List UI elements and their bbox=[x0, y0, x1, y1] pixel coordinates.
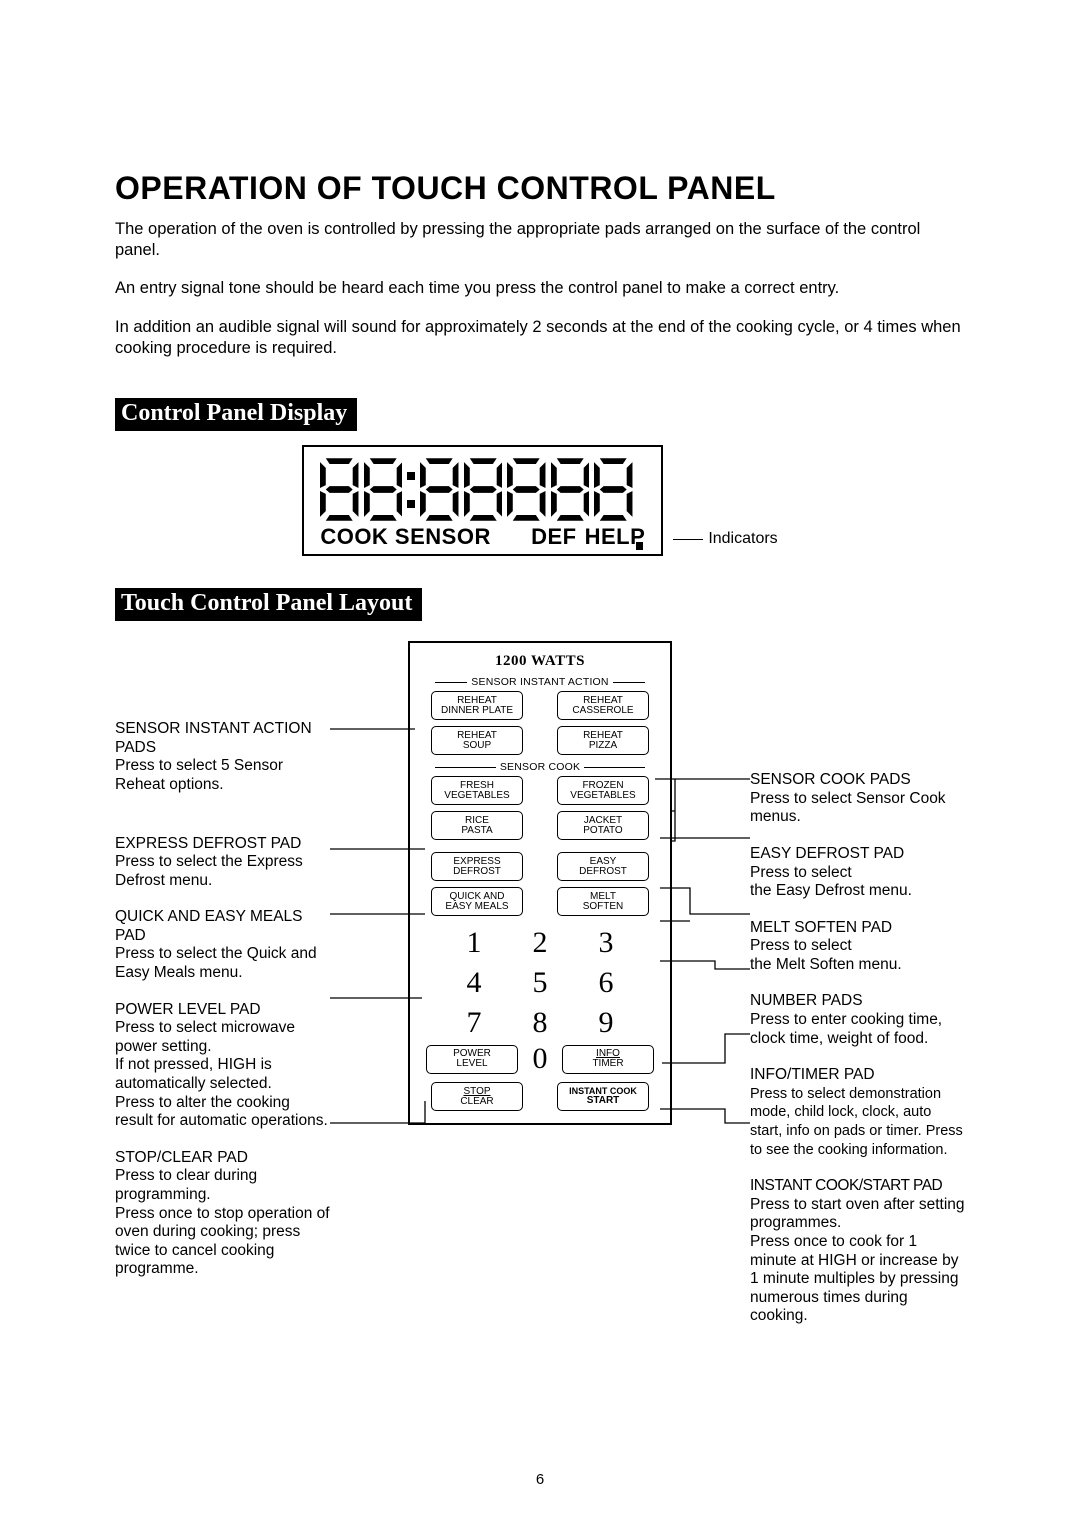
page-number: 6 bbox=[536, 1471, 544, 1488]
digit-icon bbox=[420, 457, 458, 522]
callout-sensor-instant-action: SENSOR INSTANT ACTION PADS Press to sele… bbox=[115, 720, 330, 794]
callout-sensor-cook: SENSOR COOK PADS Press to select Sensor … bbox=[750, 771, 965, 827]
digit-icon bbox=[464, 457, 502, 522]
callout-instant-cook-start: INSTANT COOK/START PAD Press to start ov… bbox=[750, 1177, 965, 1326]
callout-stop-clear: STOP/CLEAR PAD Press to clear during pro… bbox=[115, 1149, 330, 1279]
section-layout-heading: Touch Control Panel Layout bbox=[115, 588, 422, 621]
number-6[interactable]: 6 bbox=[599, 966, 614, 1000]
pad-melt-soften[interactable]: MELTSOFTEN bbox=[557, 887, 649, 916]
callout-express-defrost: EXPRESS DEFROST PAD Press to select the … bbox=[115, 835, 330, 891]
number-3[interactable]: 3 bbox=[599, 926, 614, 960]
number-5[interactable]: 5 bbox=[533, 966, 548, 1000]
callout-easy-defrost: EASY DEFROST PAD Press to select the Eas… bbox=[750, 845, 965, 901]
display-panel: COOK SENSOR DEF HELP bbox=[302, 445, 663, 556]
callout-quick-easy: QUICK AND EASY MEALS PAD Press to select… bbox=[115, 908, 330, 982]
group-label-sensor-cook: SENSOR COOK bbox=[435, 761, 645, 773]
pad-reheat-pizza[interactable]: REHEATPIZZA bbox=[557, 726, 649, 755]
indicator-cook-sensor: COOK SENSOR bbox=[320, 524, 491, 550]
pad-quick-easy-meals[interactable]: QUICK ANDEASY MEALS bbox=[431, 887, 523, 916]
digit-icon bbox=[364, 457, 402, 522]
digit-icon bbox=[320, 457, 358, 522]
pad-easy-defrost[interactable]: EASYDEFROST bbox=[557, 852, 649, 881]
pad-reheat-dinner-plate[interactable]: REHEATDINNER PLATE bbox=[431, 691, 523, 720]
pad-jacket-potato[interactable]: JACKETPOTATO bbox=[557, 811, 649, 840]
callout-melt-soften: MELT SOFTEN PAD Press to select the Melt… bbox=[750, 919, 965, 975]
page-title: OPERATION OF TOUCH CONTROL PANEL bbox=[115, 170, 965, 207]
intro-p3: In addition an audible signal will sound… bbox=[115, 317, 965, 358]
number-2[interactable]: 2 bbox=[533, 926, 548, 960]
pad-express-defrost[interactable]: EXPRESSDEFROST bbox=[431, 852, 523, 881]
intro: The operation of the oven is controlled … bbox=[115, 219, 965, 358]
pad-info-timer[interactable]: INFOTIMER bbox=[562, 1045, 654, 1074]
number-1[interactable]: 1 bbox=[467, 926, 482, 960]
number-4[interactable]: 4 bbox=[467, 966, 482, 1000]
pad-reheat-casserole[interactable]: REHEATCASSEROLE bbox=[557, 691, 649, 720]
watts-label: 1200 WATTS bbox=[495, 653, 585, 670]
touch-control-panel: 1200 WATTS SENSOR INSTANT ACTION REHEATD… bbox=[408, 641, 672, 1125]
pad-instant-cook-start[interactable]: INSTANT COOKSTART bbox=[557, 1082, 649, 1111]
indicators-callout: Indicators bbox=[673, 530, 777, 548]
number-pad-grid: 1 2 3 4 5 6 7 8 9 bbox=[444, 926, 636, 1040]
intro-p1: The operation of the oven is controlled … bbox=[115, 219, 965, 260]
callout-number-pads: NUMBER PADS Press to enter cooking time,… bbox=[750, 992, 965, 1048]
section-display-heading: Control Panel Display bbox=[115, 398, 357, 431]
number-9[interactable]: 9 bbox=[599, 1006, 614, 1040]
group-label-sensor-instant: SENSOR INSTANT ACTION bbox=[435, 676, 645, 688]
pad-reheat-soup[interactable]: REHEATSOUP bbox=[431, 726, 523, 755]
number-0[interactable]: 0 bbox=[518, 1042, 562, 1076]
callout-info-timer: INFO/TIMER PAD Press to select demonstra… bbox=[750, 1066, 965, 1159]
digit-icon bbox=[507, 457, 545, 522]
number-7[interactable]: 7 bbox=[467, 1006, 482, 1040]
digit-icon bbox=[594, 457, 632, 522]
indicator-def: DEF bbox=[531, 524, 577, 550]
number-8[interactable]: 8 bbox=[533, 1006, 548, 1040]
pad-stop-clear[interactable]: STOPCLEAR bbox=[431, 1082, 523, 1111]
intro-p2: An entry signal tone should be heard eac… bbox=[115, 278, 965, 299]
pad-power-level[interactable]: POWERLEVEL bbox=[426, 1045, 518, 1074]
digit-icon bbox=[551, 457, 589, 522]
pad-fresh-veg[interactable]: FRESHVEGETABLES bbox=[431, 776, 523, 805]
callout-power-level: POWER LEVEL PAD Press to select microwav… bbox=[115, 1001, 330, 1131]
pad-frozen-veg[interactable]: FROZENVEGETABLES bbox=[557, 776, 649, 805]
pad-rice-pasta[interactable]: RICEPASTA bbox=[431, 811, 523, 840]
